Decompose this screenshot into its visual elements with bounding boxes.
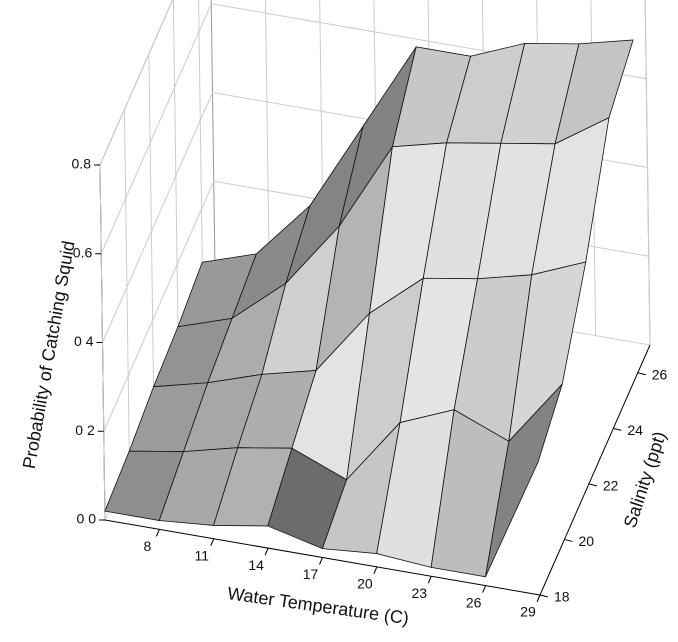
x-tick-label: 11 <box>194 547 209 563</box>
x-tick-label: 17 <box>303 566 319 582</box>
y-tick-label: 18 <box>554 589 570 605</box>
y-tick-label: 26 <box>652 366 668 382</box>
z-tick-label: 0.6 <box>73 244 93 260</box>
x-tick-label: 23 <box>411 585 427 601</box>
x-tick <box>482 585 487 593</box>
box-edge <box>99 0 174 166</box>
x-tick <box>536 594 541 603</box>
y-tick-label: 20 <box>578 533 594 549</box>
z-axis-title: Probability of Catching Squid <box>19 239 79 470</box>
x-tick <box>155 529 160 537</box>
y-tick <box>613 427 622 431</box>
grid-line <box>123 109 130 465</box>
y-tick <box>637 372 646 376</box>
grid-line <box>148 53 155 409</box>
y-tick-label: 22 <box>603 478 619 494</box>
grid-line <box>264 0 270 280</box>
box-edge <box>210 0 216 271</box>
x-tick-label: 8 <box>143 538 151 554</box>
y-tick <box>564 538 573 542</box>
x-tick <box>427 576 432 584</box>
grid-line <box>172 0 179 354</box>
z-tick-label: 0 4 <box>74 333 94 349</box>
x-tick <box>264 547 269 556</box>
grid-line <box>100 3 212 254</box>
grid-line <box>103 181 215 432</box>
grid-line <box>99 0 174 166</box>
x-tick-label: 29 <box>520 604 536 620</box>
grid-line <box>198 0 204 298</box>
y-tick <box>539 594 549 598</box>
y-tick <box>588 483 598 487</box>
y-tick-label: 24 <box>627 422 643 438</box>
z-tick-label: 0 2 <box>75 422 95 438</box>
grid-line <box>644 0 651 346</box>
y-axis <box>539 344 651 596</box>
z-tick-label: 0.8 <box>72 156 92 172</box>
grid-line <box>102 92 213 343</box>
y-axis-title: Salinity (ppt) <box>620 429 670 530</box>
x-tick-label: 14 <box>248 557 264 573</box>
x-tick <box>319 557 323 565</box>
x-tick-label: 26 <box>466 594 482 610</box>
x-tick <box>210 538 215 546</box>
surface-patch <box>485 383 563 577</box>
x-tick-label: 20 <box>357 576 373 592</box>
x-tick <box>373 566 378 575</box>
z-tick-label: 0 0 <box>77 511 97 527</box>
x-axis-title: Water Temperature (C) <box>226 583 410 628</box>
